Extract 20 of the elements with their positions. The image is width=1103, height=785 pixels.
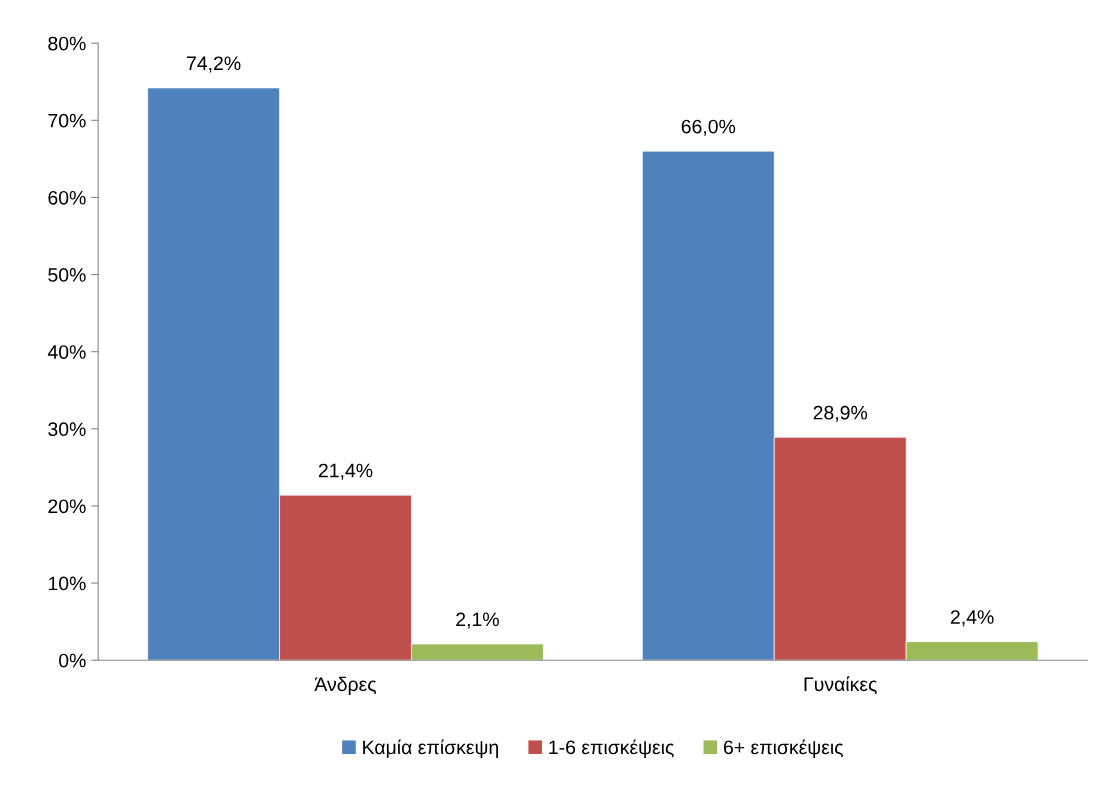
y-tick-label: 70%: [48, 113, 86, 128]
y-tick-label: 40%: [47, 345, 86, 359]
data-label: 74,2%: [187, 56, 241, 73]
y-tick-label: 50%: [48, 268, 86, 282]
data-label: 2,1%: [456, 612, 499, 629]
x-tick-label: Άνδρες: [314, 676, 377, 695]
data-label: 2,4%: [950, 610, 994, 627]
y-tick-label: 0%: [59, 653, 86, 668]
y-tick-label: 80%: [48, 36, 86, 51]
data-label: 66,0%: [681, 119, 736, 136]
y-tick-label: 20%: [48, 499, 86, 514]
y-tick-label: 60%: [48, 190, 86, 205]
x-tick-label: Γυναίκες: [804, 676, 877, 695]
y-tick-label: 10%: [48, 576, 86, 591]
legend-label: 6+ επισκέψεις: [723, 739, 843, 759]
legend-label: Καμία επίσκεψη: [363, 739, 498, 759]
y-tick-label: 30%: [48, 422, 86, 437]
legend-label: 1-6 επισκέψεις: [549, 739, 674, 759]
data-label: 28,9%: [813, 405, 868, 422]
data-label: 21,4%: [318, 463, 373, 480]
